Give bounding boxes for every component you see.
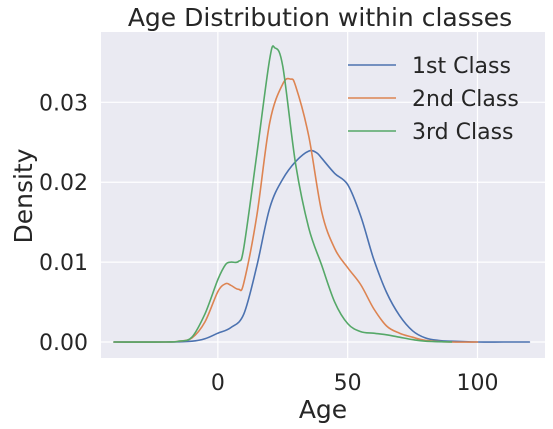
y-tick-label: 0.02 bbox=[39, 171, 88, 196]
y-tick-label: 0.01 bbox=[39, 251, 88, 276]
x-tick-label: 0 bbox=[211, 371, 225, 396]
x-tick-label: 50 bbox=[334, 371, 362, 396]
x-tick-label: 100 bbox=[456, 371, 498, 396]
series-line-3 bbox=[113, 45, 453, 343]
legend-label: 1st Class bbox=[412, 54, 511, 79]
y-tick-label: 0.03 bbox=[39, 91, 88, 116]
legend-label: 2nd Class bbox=[412, 87, 519, 112]
plot-background bbox=[101, 32, 545, 358]
x-axis-label: Age bbox=[299, 395, 347, 424]
legend: 1st Class 2nd Class 3rd Class bbox=[348, 54, 519, 145]
series-layer bbox=[113, 45, 531, 343]
legend-label: 3rd Class bbox=[412, 120, 514, 145]
y-tick-label: 0.00 bbox=[39, 331, 88, 356]
chart-title: Age Distribution within classes bbox=[128, 3, 512, 32]
series-line-2 bbox=[113, 77, 479, 343]
tick-labels: 0 50 100 0.00 0.01 0.02 0.03 bbox=[39, 91, 498, 396]
y-axis-label: Density bbox=[9, 148, 38, 243]
series-line-1 bbox=[113, 149, 531, 343]
